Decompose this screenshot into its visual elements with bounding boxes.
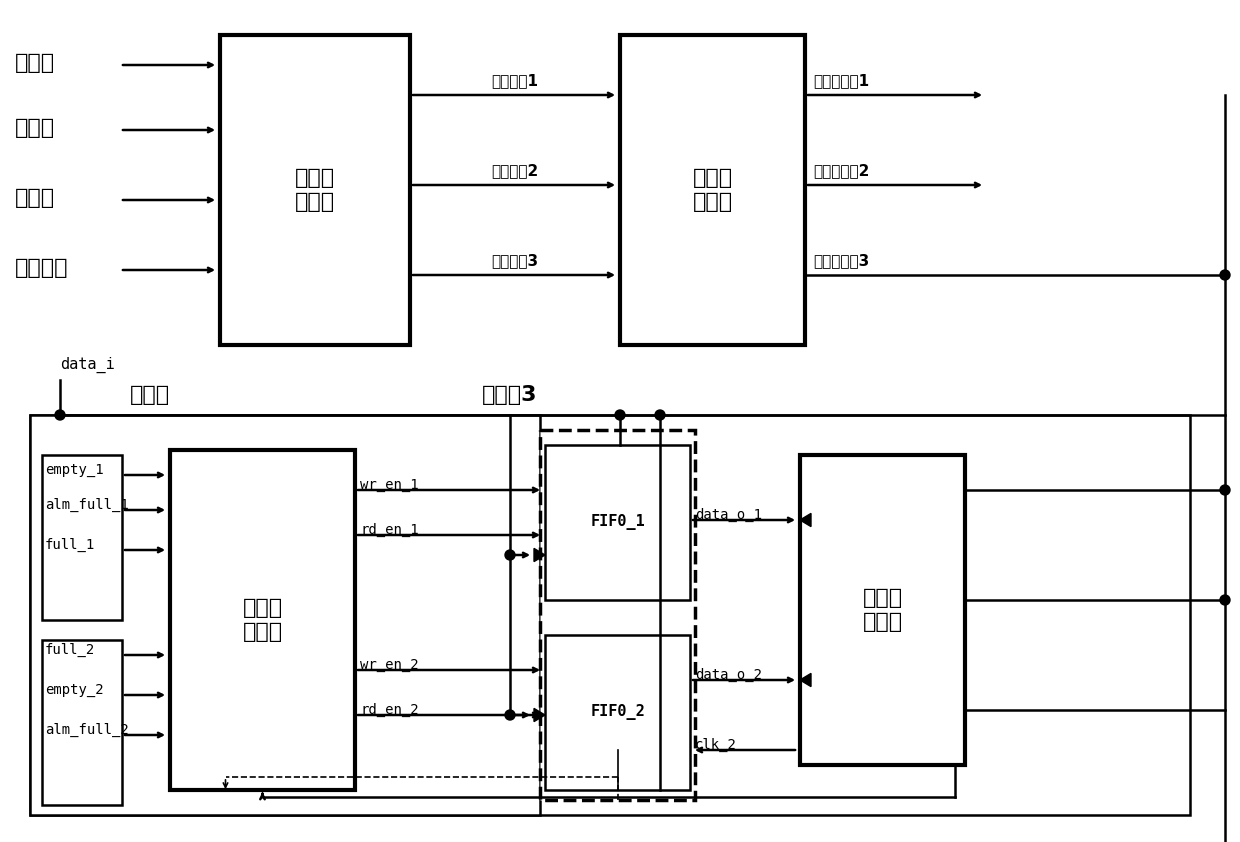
Bar: [546, 635, 689, 790]
Text: FIF0_1: FIF0_1: [590, 514, 645, 530]
Bar: [620, 35, 805, 345]
Text: data_o_1: data_o_1: [694, 508, 763, 522]
Circle shape: [655, 410, 665, 420]
Text: 分段时
钟门控: 分段时 钟门控: [863, 589, 903, 632]
Text: 西请求: 西请求: [15, 188, 55, 208]
Text: 数据包: 数据包: [130, 385, 170, 405]
Text: rd_en_1: rd_en_1: [360, 523, 419, 537]
Text: full_1: full_1: [45, 538, 95, 552]
Bar: [546, 445, 689, 600]
Bar: [30, 415, 539, 815]
Circle shape: [1220, 595, 1230, 605]
Polygon shape: [534, 708, 546, 722]
Text: wr_en_1: wr_en_1: [360, 478, 419, 492]
Text: 产生时
钟使能: 产生时 钟使能: [295, 168, 335, 211]
Text: wr_en_2: wr_en_2: [360, 658, 419, 672]
Bar: [800, 455, 965, 765]
Text: 产生门
控时钟: 产生门 控时钟: [692, 168, 733, 211]
Circle shape: [505, 710, 515, 720]
Circle shape: [1220, 270, 1230, 280]
Text: empty_2: empty_2: [45, 683, 104, 697]
Bar: [539, 430, 694, 800]
Bar: [42, 455, 122, 620]
Text: 本地请求: 本地请求: [15, 258, 68, 278]
Circle shape: [1220, 485, 1230, 495]
Text: 南请求: 南请求: [15, 118, 55, 138]
Circle shape: [55, 410, 64, 420]
Bar: [170, 450, 355, 790]
Text: 时钟使能1: 时钟使能1: [491, 73, 538, 88]
Polygon shape: [534, 548, 546, 562]
Text: 时钟使能2: 时钟使能2: [491, 163, 538, 179]
Text: full_2: full_2: [45, 643, 95, 657]
Text: alm_full_2: alm_full_2: [45, 723, 129, 737]
Text: 时钟使能3: 时钟使能3: [491, 253, 538, 269]
Text: 北请求: 北请求: [15, 53, 55, 73]
Circle shape: [615, 410, 625, 420]
Text: data_o_2: data_o_2: [694, 668, 763, 682]
Text: data_i: data_i: [60, 357, 115, 373]
Text: 虚通道时钟1: 虚通道时钟1: [813, 73, 869, 88]
Text: 虚通道时钟2: 虚通道时钟2: [813, 163, 869, 179]
Text: FIF0_2: FIF0_2: [590, 705, 645, 721]
Circle shape: [505, 550, 515, 560]
Bar: [219, 35, 410, 345]
Polygon shape: [800, 674, 811, 686]
Text: 读写控
制模块: 读写控 制模块: [243, 599, 283, 642]
Text: alm_full_1: alm_full_1: [45, 498, 129, 512]
Text: clk_2: clk_2: [694, 738, 737, 752]
Polygon shape: [800, 514, 811, 526]
Text: empty_1: empty_1: [45, 463, 104, 477]
Text: 虚通道时钟3: 虚通道时钟3: [813, 253, 869, 269]
Text: 虚通道3: 虚通道3: [482, 385, 538, 405]
Bar: [42, 640, 122, 805]
Bar: [30, 415, 1190, 815]
Text: rd_en_2: rd_en_2: [360, 703, 419, 717]
